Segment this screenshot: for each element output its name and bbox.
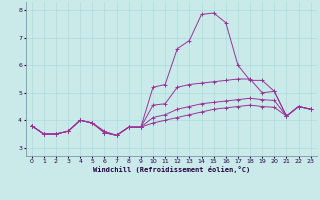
X-axis label: Windchill (Refroidissement éolien,°C): Windchill (Refroidissement éolien,°C) — [92, 166, 250, 173]
